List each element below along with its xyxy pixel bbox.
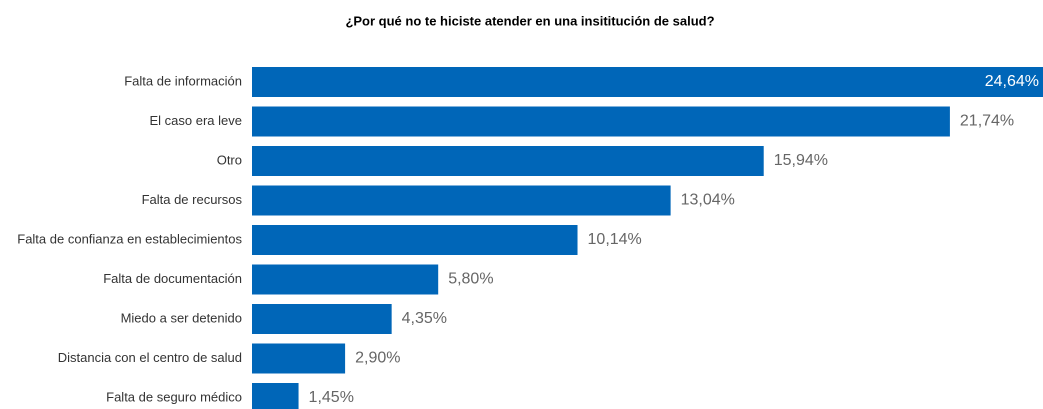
category-label: El caso era leve	[150, 113, 243, 128]
value-label: 5,80%	[448, 271, 493, 288]
chart-title: ¿Por qué no te hiciste atender en una in…	[345, 13, 714, 28]
bar	[252, 264, 439, 295]
bar	[252, 225, 578, 255]
value-label: 13,04%	[681, 192, 735, 209]
category-label: Falta de información	[124, 73, 242, 88]
value-label: 24,64%	[985, 73, 1039, 90]
bar	[252, 67, 1043, 97]
bar	[252, 185, 671, 216]
category-label: Otro	[217, 152, 242, 167]
category-label: Falta de documentación	[103, 271, 242, 286]
bar	[252, 304, 392, 334]
bar	[252, 106, 950, 137]
value-label: 4,35%	[402, 310, 447, 327]
category-label: Falta de recursos	[142, 192, 243, 207]
value-label: 21,74%	[960, 113, 1014, 130]
bar	[252, 383, 299, 409]
category-label: Falta de seguro médico	[106, 389, 242, 404]
value-label: 1,45%	[309, 389, 354, 406]
category-label: Miedo a ser detenido	[121, 310, 242, 325]
value-label: 10,14%	[588, 231, 642, 248]
bar	[252, 343, 346, 374]
category-label: Distancia con el centro de salud	[58, 350, 242, 365]
bar	[252, 146, 764, 176]
value-label: 2,90%	[355, 350, 400, 367]
value-label: 15,94%	[774, 152, 828, 169]
category-label: Falta de confianza en establecimientos	[17, 231, 242, 246]
